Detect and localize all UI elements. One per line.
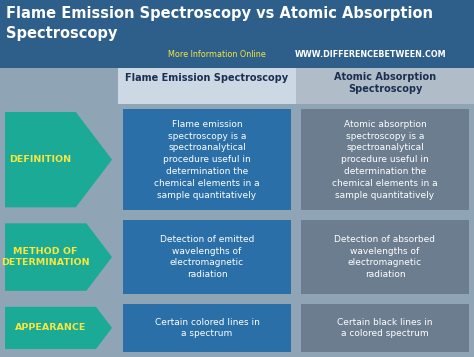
Text: Certain black lines in
a colored spectrum: Certain black lines in a colored spectru… xyxy=(337,317,433,338)
Text: Atomic Absorption
Spectroscopy: Atomic Absorption Spectroscopy xyxy=(334,72,436,94)
Polygon shape xyxy=(5,112,112,207)
Text: WWW.DIFFERENCEBETWEEN.COM: WWW.DIFFERENCEBETWEEN.COM xyxy=(295,50,447,59)
FancyBboxPatch shape xyxy=(123,109,291,210)
Polygon shape xyxy=(5,307,112,349)
Text: DEFINITION: DEFINITION xyxy=(9,155,72,164)
Text: Atomic absorption
spectroscopy is a
spectroanalytical
procedure useful in
determ: Atomic absorption spectroscopy is a spec… xyxy=(332,120,438,200)
FancyBboxPatch shape xyxy=(301,220,469,294)
Polygon shape xyxy=(5,223,112,291)
Text: METHOD OF
DETERMINATION: METHOD OF DETERMINATION xyxy=(1,247,90,267)
FancyBboxPatch shape xyxy=(118,68,296,104)
FancyBboxPatch shape xyxy=(0,0,474,68)
Text: Detection of emitted
wavelengths of
electromagnetic
radiation: Detection of emitted wavelengths of elec… xyxy=(160,235,254,279)
FancyBboxPatch shape xyxy=(301,304,469,352)
Text: Detection of absorbed
wavelengths of
electromagnetic
radiation: Detection of absorbed wavelengths of ele… xyxy=(335,235,436,279)
Text: Spectroscopy: Spectroscopy xyxy=(6,26,118,41)
Text: Flame emission
spectroscopy is a
spectroanalytical
procedure useful in
determina: Flame emission spectroscopy is a spectro… xyxy=(154,120,260,200)
Text: Certain colored lines in
a spectrum: Certain colored lines in a spectrum xyxy=(155,317,259,338)
FancyBboxPatch shape xyxy=(123,304,291,352)
Text: Flame Emission Spectroscopy vs Atomic Absorption: Flame Emission Spectroscopy vs Atomic Ab… xyxy=(6,6,433,21)
FancyBboxPatch shape xyxy=(301,109,469,210)
Text: More Information Online: More Information Online xyxy=(168,50,266,59)
Text: Flame Emission Spectroscopy: Flame Emission Spectroscopy xyxy=(126,73,289,83)
FancyBboxPatch shape xyxy=(123,220,291,294)
FancyBboxPatch shape xyxy=(296,68,474,104)
Text: APPEARANCE: APPEARANCE xyxy=(15,323,86,332)
